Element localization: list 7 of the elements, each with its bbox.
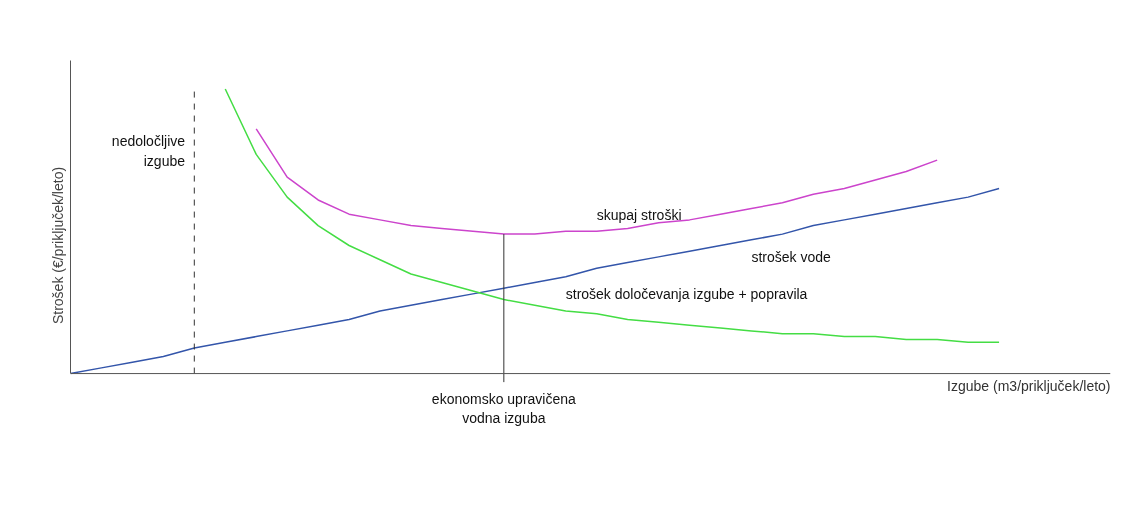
series-label: strošek določevanja izgube + popravila — [565, 286, 808, 303]
annotation: nedoločljive izgube — [111, 133, 186, 169]
text: ekonomsko upravičena vodna izguba — [431, 390, 577, 426]
series-label: skupaj stroški — [596, 206, 682, 223]
series-label: strošek vode — [751, 249, 832, 266]
x-axis-title: Izgube (m3/priključek/leto) — [947, 377, 1111, 394]
y-axis-title: Strošek (€/priključek/leto) — [49, 166, 66, 325]
